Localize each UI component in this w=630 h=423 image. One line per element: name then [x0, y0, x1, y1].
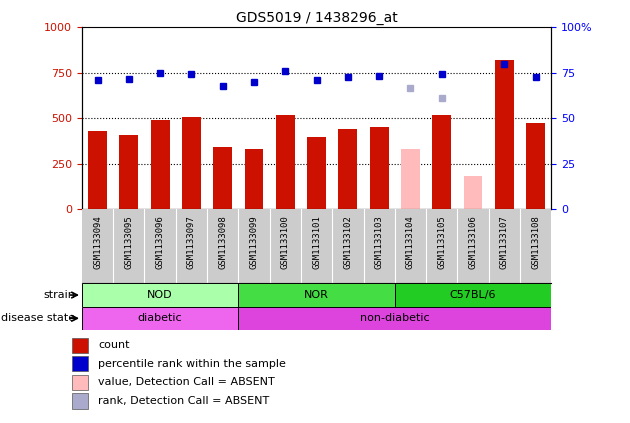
Text: count: count	[98, 340, 130, 350]
Text: GSM1133108: GSM1133108	[531, 215, 540, 269]
Text: NOD: NOD	[147, 290, 173, 300]
Bar	[526, 123, 545, 209]
Text: GSM1133094: GSM1133094	[93, 215, 102, 269]
Text: rank, Detection Call = ABSENT: rank, Detection Call = ABSENT	[98, 396, 270, 406]
Text: diabetic: diabetic	[138, 313, 183, 323]
Bar	[214, 147, 232, 209]
Bar	[120, 135, 138, 209]
Bar	[238, 283, 395, 307]
Bar	[338, 129, 357, 209]
Text: non-diabetic: non-diabetic	[360, 313, 430, 323]
Text: GSM1133102: GSM1133102	[343, 215, 352, 269]
Bar	[495, 60, 513, 209]
Bar	[72, 375, 88, 390]
Bar	[464, 176, 483, 209]
Bar	[182, 117, 201, 209]
Text: GSM1133103: GSM1133103	[375, 215, 384, 269]
Bar	[151, 120, 169, 209]
Title: GDS5019 / 1438296_at: GDS5019 / 1438296_at	[236, 11, 398, 25]
Text: NOR: NOR	[304, 290, 329, 300]
Text: value, Detection Call = ABSENT: value, Detection Call = ABSENT	[98, 377, 275, 387]
Text: disease state: disease state	[1, 313, 76, 323]
Bar	[432, 115, 451, 209]
Bar	[401, 149, 420, 209]
Bar	[72, 393, 88, 409]
Text: GSM1133099: GSM1133099	[249, 215, 258, 269]
Bar	[72, 356, 88, 371]
Bar	[395, 283, 551, 307]
Text: GSM1133100: GSM1133100	[281, 215, 290, 269]
Bar	[370, 126, 389, 209]
Text: strain: strain	[43, 290, 76, 300]
Text: GSM1133107: GSM1133107	[500, 215, 509, 269]
Bar	[307, 137, 326, 209]
Bar	[88, 131, 107, 209]
Bar	[82, 283, 238, 307]
Text: GSM1133101: GSM1133101	[312, 215, 321, 269]
Text: GSM1133105: GSM1133105	[437, 215, 446, 269]
Text: GSM1133096: GSM1133096	[156, 215, 164, 269]
Bar	[244, 149, 263, 209]
Bar	[72, 338, 88, 353]
Text: GSM1133098: GSM1133098	[218, 215, 227, 269]
Text: percentile rank within the sample: percentile rank within the sample	[98, 359, 286, 369]
Bar	[238, 307, 551, 330]
Text: GSM1133097: GSM1133097	[187, 215, 196, 269]
Bar	[276, 115, 295, 209]
Text: GSM1133104: GSM1133104	[406, 215, 415, 269]
Text: GSM1133095: GSM1133095	[124, 215, 134, 269]
Bar	[82, 307, 238, 330]
Text: C57BL/6: C57BL/6	[450, 290, 496, 300]
Text: GSM1133106: GSM1133106	[469, 215, 478, 269]
